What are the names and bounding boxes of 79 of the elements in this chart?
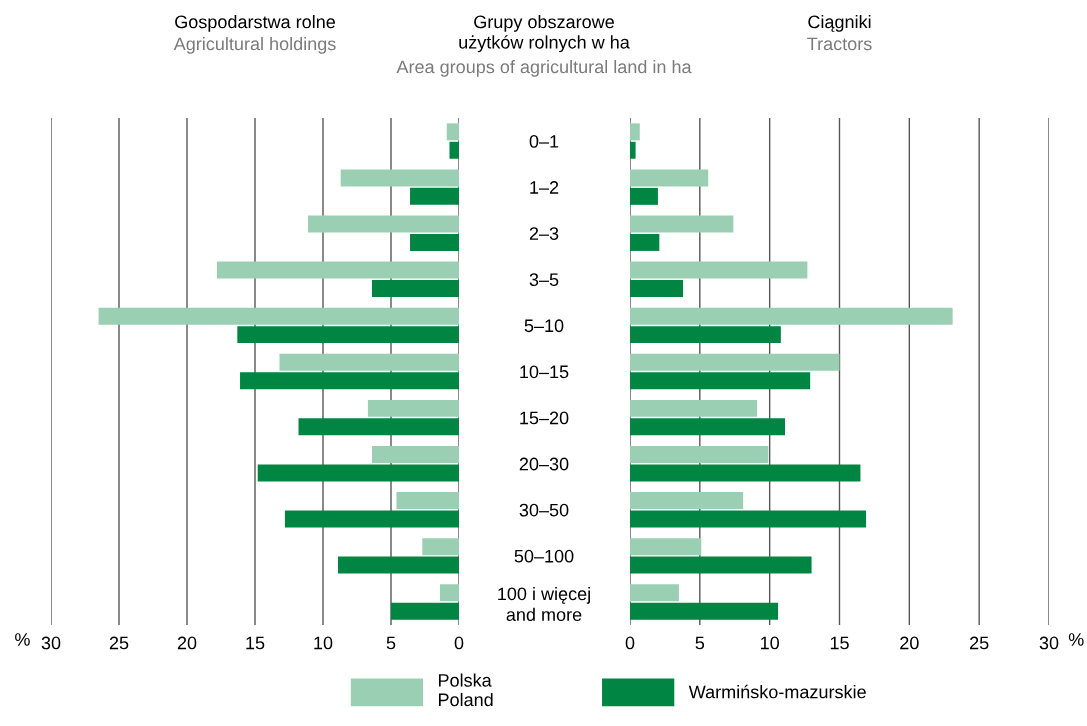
x-axis-title: % [15,633,30,646]
x-tick-label: 0 [625,636,635,650]
chart-subtitle: Agricultural holdings [173,37,336,54]
bar [237,326,459,344]
bar [630,445,769,463]
x-tick-label: 10 [314,636,333,650]
x-axis-title: % [1068,633,1084,646]
bar [630,261,808,279]
bar [396,492,459,510]
bar [257,464,459,482]
y-tick-label: 5–10 [524,319,564,333]
chart-title: Ciągniki [808,15,871,32]
y-tick-label: 10–15 [520,365,569,379]
x-tick-label: 5 [695,636,705,650]
bar [630,464,861,482]
text: Area groups of agricultural land in ha [396,60,692,77]
y-tick-label: 100 i więcej and more [498,586,590,622]
y-tick-label: 30–50 [519,503,569,517]
chart-title: Gospodarstwa rolne [175,15,335,32]
y-tick-label: 3–5 [529,273,559,287]
chart-subtitle: Tractors [807,37,872,51]
bar [367,399,459,417]
bar [630,492,744,510]
bar [371,280,459,298]
x-tick-label: 20 [177,636,197,650]
bar [410,233,459,251]
bar [439,584,459,602]
bar [630,399,758,417]
bar [630,353,840,371]
bar [630,123,640,141]
bar [630,538,702,556]
x-tick-label: 25 [970,636,989,650]
y-tick-label: 50–100 [514,549,574,563]
x-tick-label: 0 [454,636,464,650]
bar [630,372,811,390]
bar [410,187,459,205]
bar [216,261,459,279]
bar [308,215,459,233]
bar [98,307,459,325]
bar [630,307,953,325]
bar [630,215,734,233]
bar [446,123,459,141]
bar [240,372,459,390]
bar [422,538,459,556]
y-tick-label: 2–3 [529,227,559,240]
bar [630,169,709,187]
bar [340,169,459,187]
legend-label: Warmińsko-mazurskie [688,684,866,699]
bar [337,556,459,574]
x-tick-label: 15 [830,636,849,650]
x-tick-label: 30 [41,636,61,650]
text: Grupy obszarowe użytków rolnych w ha [459,15,630,53]
bar [630,233,660,251]
x-tick-label: 10 [761,636,779,650]
bar [630,602,779,620]
bar [284,510,459,528]
x-tick-label: 25 [109,636,129,650]
x-tick-label: 30 [1039,636,1059,650]
bar [279,353,459,371]
bar [630,556,812,574]
bar [371,445,459,463]
legend-label: Polska Poland [438,673,493,707]
x-tick-label: 5 [386,636,396,650]
y-tick-label: 1–2 [530,181,559,194]
bar [630,280,684,298]
bar [630,418,786,436]
bar [391,602,459,620]
bar [630,141,636,159]
bar [630,510,867,528]
bar [298,418,459,436]
bar [630,584,679,602]
y-tick-label: 15–20 [520,411,569,425]
bar [449,141,459,159]
x-tick-label: 20 [900,636,919,650]
y-tick-label: 0–1 [529,134,559,148]
bar [630,187,658,205]
bar [630,326,781,344]
x-tick-label: 15 [246,636,265,650]
y-tick-label: 20–30 [519,457,569,471]
